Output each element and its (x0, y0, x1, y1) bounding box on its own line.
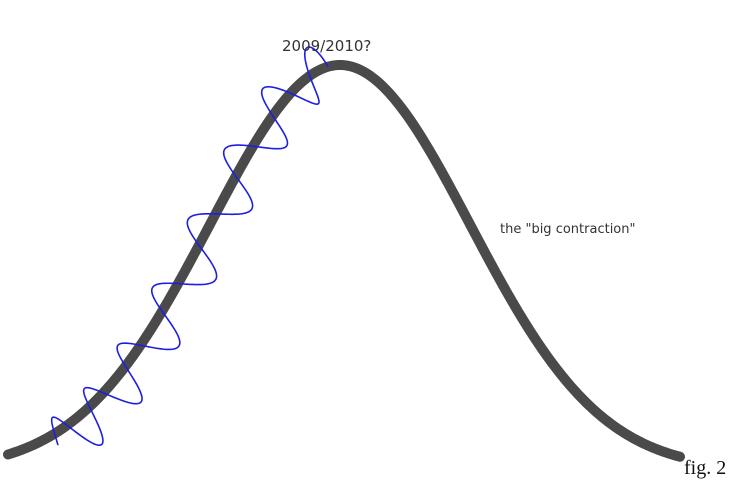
bell-curve (3, 59, 685, 462)
figure-label: fig. 2 (684, 457, 726, 479)
decline-label: the "big contraction" (500, 222, 635, 237)
oscillation-wave (50, 46, 329, 447)
peak-label: 2009/2010? (282, 37, 371, 55)
